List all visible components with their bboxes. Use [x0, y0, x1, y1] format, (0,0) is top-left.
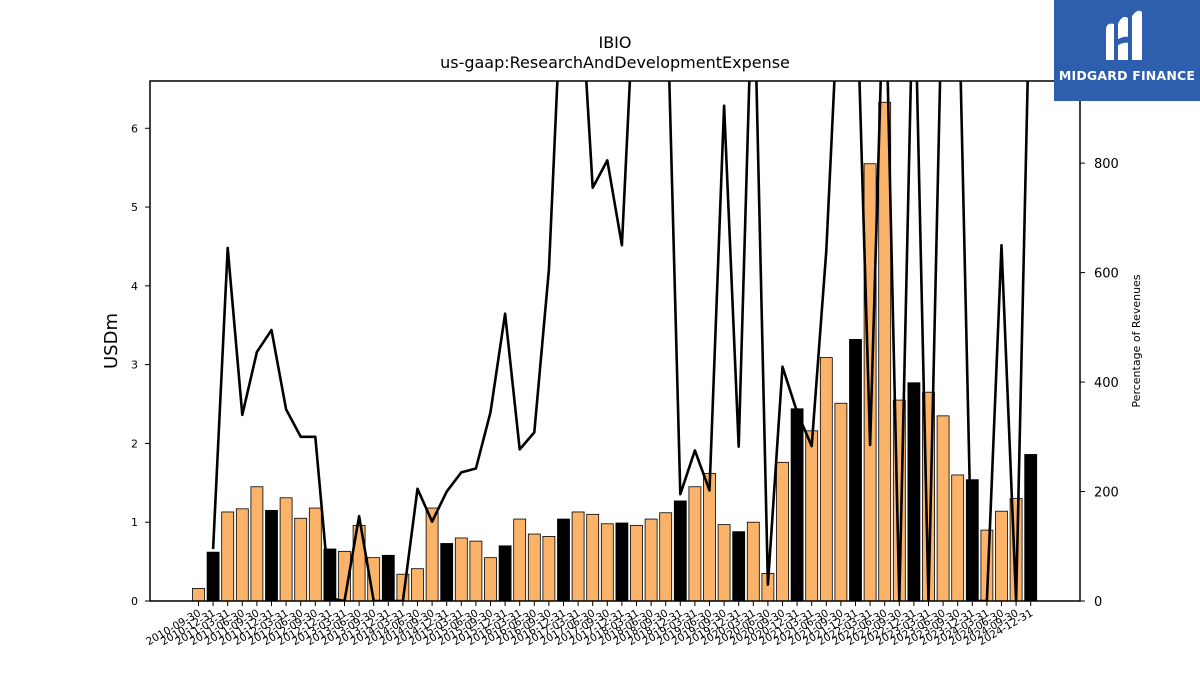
bar [484, 557, 497, 602]
bar [513, 518, 527, 602]
y2-axis-ticks: 0 200 400 600 800 [1080, 157, 1119, 610]
brand-logo: MIDGARD FINANCE [1054, 0, 1200, 101]
y-axis-label: USDm [101, 313, 122, 369]
bar [659, 512, 673, 602]
bar [192, 587, 205, 602]
y2-tick-label: 400 [1094, 376, 1119, 391]
bar [440, 543, 454, 602]
bar [265, 509, 278, 602]
bar [294, 517, 308, 602]
bar [527, 533, 541, 602]
y-tick-label: 4 [131, 280, 138, 293]
y-tick-label: 1 [131, 516, 138, 529]
bar [542, 535, 556, 602]
y2-axis-label: Percentage of Revenues [1130, 274, 1143, 407]
bar [907, 382, 921, 602]
bar [805, 430, 819, 602]
bar [221, 511, 235, 602]
brand-name: MIDGARD FINANCE [1058, 68, 1196, 83]
bar [673, 500, 687, 602]
bar [732, 531, 746, 602]
bar [703, 472, 716, 602]
chart-subtitle: us-gaap:ResearchAndDevelopmentExpense [440, 53, 790, 72]
bar [411, 568, 424, 602]
bar [600, 523, 614, 602]
bar [498, 545, 512, 602]
bar [951, 474, 965, 602]
bar [586, 513, 600, 602]
bar [995, 510, 1008, 602]
bar [279, 497, 293, 602]
chart-title: IBIO [598, 33, 631, 52]
bar [308, 507, 322, 602]
x-axis-ticks: 2010-09-302010-12-312011-03-312011-06-30… [144, 601, 1035, 648]
percentage-line [211, 81, 1029, 601]
bar [746, 521, 760, 602]
bar [454, 537, 468, 602]
y-tick-label: 2 [131, 437, 138, 450]
bar [615, 522, 629, 602]
mf-logo-icon [1106, 10, 1142, 61]
bar [849, 339, 862, 602]
bar [571, 511, 585, 602]
y-tick-label: 0 [131, 595, 138, 608]
y2-tick-label: 0 [1094, 595, 1102, 610]
plot-frame [149, 80, 1081, 602]
bar [381, 554, 395, 602]
bar [776, 461, 789, 602]
bar [469, 540, 483, 602]
bar [250, 486, 264, 602]
bar [688, 486, 702, 602]
bar [936, 415, 950, 602]
y-axis-ticks: 0 1 2 3 4 5 6 [131, 122, 150, 608]
y2-tick-label: 600 [1094, 267, 1119, 282]
line-series [211, 81, 1029, 601]
bar [819, 357, 833, 602]
bar-series [192, 101, 1038, 602]
y2-tick-label: 200 [1094, 486, 1119, 501]
bar [1024, 454, 1038, 602]
bar [630, 524, 643, 602]
bar [644, 518, 658, 602]
bar [235, 508, 249, 602]
bar [834, 402, 848, 602]
bar [557, 518, 570, 602]
bar [863, 163, 877, 602]
bar [717, 524, 731, 602]
bar [206, 551, 220, 602]
y-tick-label: 6 [131, 122, 138, 135]
bar [790, 408, 804, 602]
y2-tick-label: 800 [1094, 157, 1119, 172]
y-tick-label: 5 [131, 201, 138, 214]
y-tick-label: 3 [131, 359, 138, 372]
